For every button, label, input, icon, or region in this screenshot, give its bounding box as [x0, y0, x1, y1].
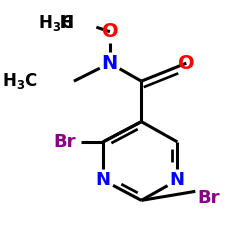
- Text: H: H: [60, 14, 74, 32]
- Text: Br: Br: [54, 133, 76, 151]
- Text: O: O: [102, 22, 118, 41]
- Text: O: O: [178, 54, 195, 73]
- Text: $\mathbf{H_3C}$: $\mathbf{H_3C}$: [2, 71, 38, 91]
- Text: Br: Br: [198, 189, 220, 207]
- Text: N: N: [102, 54, 118, 73]
- Text: N: N: [96, 171, 110, 189]
- Text: $\mathbf{H_3C}$: $\mathbf{H_3C}$: [38, 13, 74, 33]
- Text: N: N: [170, 171, 185, 189]
- Text: H: H: [60, 14, 74, 32]
